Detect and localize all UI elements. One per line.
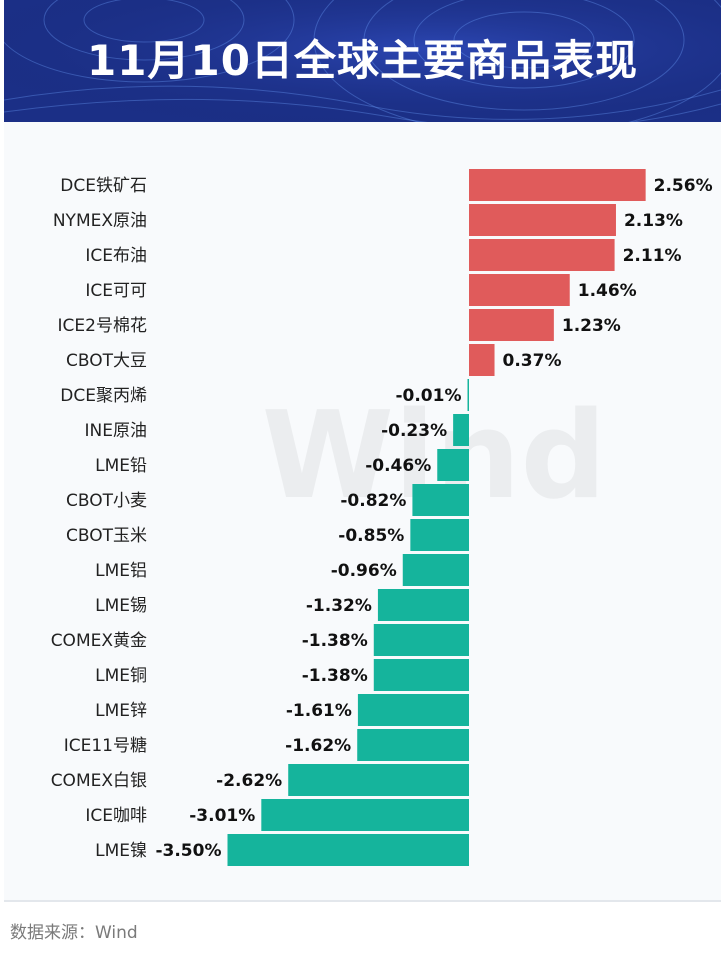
header-banner: 11月10日全球主要商品表现 [4,0,721,122]
bar-0 [469,169,646,201]
category-label: ICE2号棉花 [58,316,147,336]
bar-9 [412,484,469,516]
value-label: 0.37% [503,351,562,371]
category-label: COMEX黄金 [51,631,147,651]
value-label: -1.62% [285,736,351,756]
bar-19 [227,834,469,866]
value-label: -2.62% [216,771,282,791]
bar-8 [437,449,469,481]
value-label: 2.56% [654,176,713,196]
category-label: DCE聚丙烯 [60,386,147,406]
category-label: ICE咖啡 [85,806,147,826]
bar-12 [377,589,469,621]
category-label: LME锌 [95,701,147,721]
category-label: INE原油 [85,421,147,441]
value-label: -1.32% [306,596,372,616]
value-label: -1.38% [302,631,368,651]
chart-panel: Wind DCE铁矿石 2.56% NYMEX原油 2.13% ICE布油 2.11% ICE… [4,122,721,902]
category-label: ICE布油 [85,246,147,266]
category-label: CBOT玉米 [66,526,147,546]
value-label: 2.11% [623,246,682,266]
value-label: 2.13% [624,211,683,231]
bar-15 [357,694,469,726]
data-source: 数据来源：Wind [10,923,138,943]
bar-16 [357,729,469,761]
topographic-background [4,0,721,122]
value-label: -3.01% [189,806,255,826]
category-label: CBOT大豆 [66,351,147,371]
category-label: ICE11号糖 [64,736,147,756]
value-label: -3.50% [155,841,221,861]
bar-5 [469,344,495,376]
value-label: 1.46% [578,281,637,301]
category-label: NYMEX原油 [53,211,147,231]
bar-1 [469,204,616,236]
category-label: LME铝 [95,561,147,581]
category-label: COMEX白银 [51,771,147,791]
value-label: -0.82% [340,491,406,511]
category-label: LME镍 [95,841,147,861]
page-title: 11月10日全球主要商品表现 [87,36,638,85]
bar-11 [402,554,469,586]
bar-18 [261,799,469,831]
category-label: DCE铁矿石 [60,176,147,196]
value-label: -0.85% [338,526,404,546]
bar-4 [469,309,554,341]
category-label: ICE可可 [85,281,147,301]
value-label: -0.96% [331,561,397,581]
value-label: -1.38% [302,666,368,686]
value-label: 1.23% [562,316,621,336]
category-label: LME锡 [95,596,147,616]
bar-13 [373,624,469,656]
category-label: LME铜 [95,666,147,686]
bar-17 [288,764,469,796]
category-label: LME铅 [95,456,147,476]
value-label: -0.01% [395,386,461,406]
bar-2 [469,239,615,271]
bar-3 [469,274,570,306]
bar-10 [410,519,469,551]
value-label: -1.61% [286,701,352,721]
category-label: CBOT小麦 [66,491,147,511]
bar-6 [467,379,469,411]
value-label: -0.46% [365,456,431,476]
value-label: -0.23% [381,421,447,441]
bar-7 [453,414,469,446]
bar-14 [373,659,469,691]
